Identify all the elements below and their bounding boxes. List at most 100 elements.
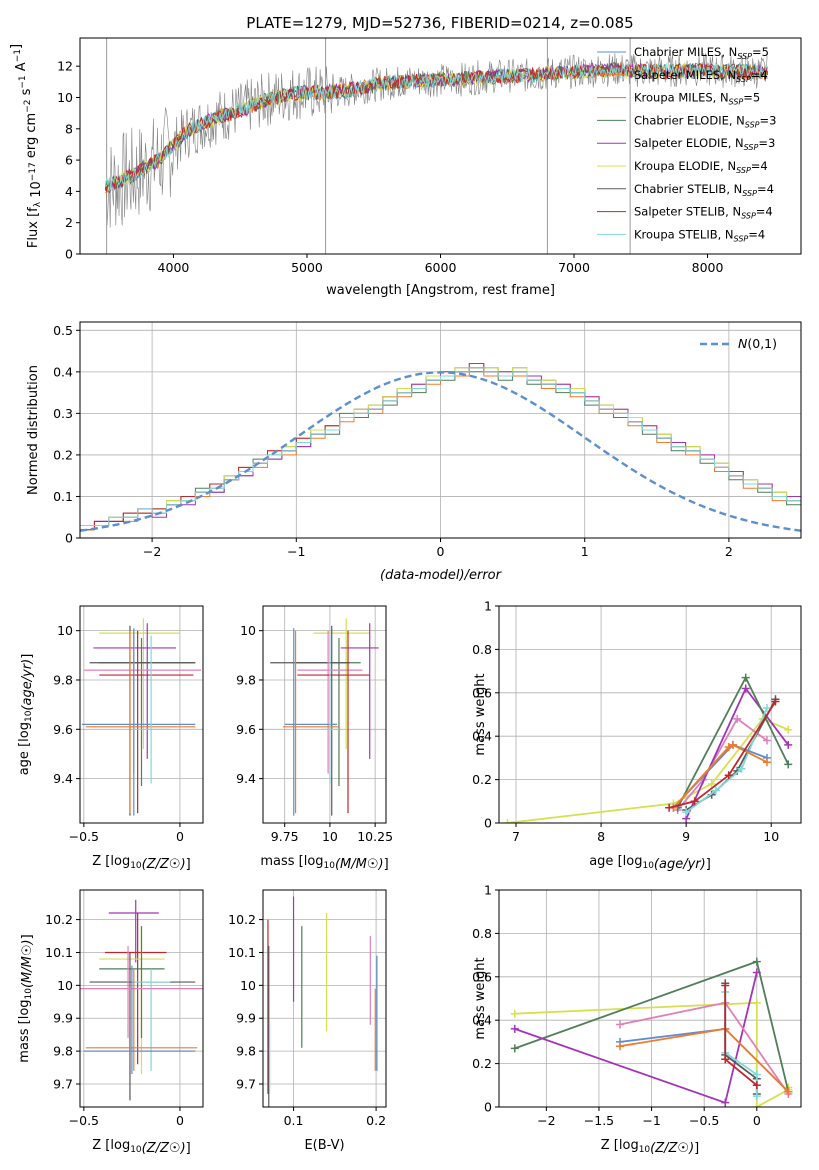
mass-weight-marker <box>733 714 742 723</box>
x-tick-label: 7 <box>512 829 520 844</box>
y-tick-label: 0 <box>484 1100 492 1115</box>
plot-area <box>510 957 793 1107</box>
histogram-step-line <box>80 367 801 526</box>
plot-area <box>503 673 793 823</box>
legend-label-part: Salpeter ELODIE, N <box>634 136 744 150</box>
legend-label: Salpeter MILES, NSSP=4 <box>634 68 768 84</box>
mass-weight-marker <box>721 1055 730 1064</box>
axis-label-part: (Z/Z☉) <box>142 857 186 872</box>
axis-label: Z [log10(Z/Z☉)] <box>601 1138 699 1156</box>
legend-label-part: Kroupa MILES, N <box>634 91 729 105</box>
mass-weight-marker <box>711 786 720 795</box>
y-tick-label: 9.6 <box>53 722 73 737</box>
y-tick-label: 0.6 <box>472 685 492 700</box>
x-tick-label: 0 <box>176 829 184 844</box>
axis-label-part: ] <box>694 1141 699 1156</box>
plot-area <box>80 899 203 1101</box>
axis-label-part: age [ <box>589 854 622 869</box>
axis-label-part: log <box>110 854 130 869</box>
legend-label-part: =3 <box>760 113 777 127</box>
y-tick-label: 0.2 <box>472 1056 492 1071</box>
x-tick-label: 10 <box>763 829 779 844</box>
mass-weight-marker <box>752 968 761 977</box>
mass-weight-marker <box>707 779 716 788</box>
mass-weight-marker <box>784 760 793 769</box>
mass-weight-marker <box>752 998 761 1007</box>
mass-weight-marker <box>737 764 746 773</box>
axis-label-part: 10 <box>24 710 34 722</box>
mass-weight-marker <box>724 771 733 780</box>
legend-label: Kroupa STELIB, NSSP=4 <box>634 227 765 243</box>
x-tick-label: −1.5 <box>584 1113 614 1128</box>
x-tick-label: 7000 <box>558 260 590 275</box>
legend-label-part: =4 <box>751 159 768 173</box>
x-tick-label: 6000 <box>425 260 457 275</box>
y-tick-label: 10.2 <box>45 912 73 927</box>
y-tick-label: 9.7 <box>53 1076 73 1091</box>
axis-label-part: 10 <box>130 1145 142 1155</box>
axis-label: wavelength [Angstrom, rest frame] <box>326 283 555 298</box>
x-tick-label: 10 <box>322 829 338 844</box>
y-tick-label: 10 <box>240 623 256 638</box>
legend-label-part: =5 <box>752 45 769 59</box>
axis-label: mass weight <box>473 673 488 755</box>
x-tick-label: 9.75 <box>271 829 299 844</box>
x-tick-label: −1 <box>642 1113 660 1128</box>
y-tick-label: 9.7 <box>236 1076 256 1091</box>
y-tick-label: 9.9 <box>53 1011 73 1026</box>
y-tick-label: 0 <box>65 247 73 262</box>
mass-vs-EBV-panel: 0.1 0.2 9.7 9.8 9.9 10 10.1 10.2 E(B-V) <box>228 889 387 1153</box>
x-tick-label: −0.5 <box>689 1113 719 1128</box>
legend-label-part: SSP <box>741 212 756 221</box>
axes-frame <box>498 889 802 1108</box>
axis-label: Z [log10(Z/Z☉)] <box>92 1138 190 1156</box>
axis-label-part: mass weight <box>473 673 488 755</box>
y-tick-label: 0.1 <box>53 489 73 504</box>
y-tick-label: 0.5 <box>53 323 73 338</box>
axis-label-part: 10 <box>130 861 142 871</box>
legend-label: Salpeter ELODIE, NSSP=3 <box>634 136 775 152</box>
x-tick-label: 0 <box>753 1113 761 1128</box>
y-tick-label: 0.6 <box>472 969 492 984</box>
axis-label-part: 10 <box>639 1145 651 1155</box>
legend-label: Chabrier ELODIE, NSSP=3 <box>634 113 776 129</box>
axis-label-part: ] <box>9 44 24 49</box>
legend-label-part: SSP <box>734 234 749 243</box>
axes-frame <box>498 605 802 824</box>
legend-label-part: Kroupa ELODIE, N <box>634 159 736 173</box>
y-tick-label: 0.3 <box>53 406 73 421</box>
axis-label: mass [log10(M/M☉)] <box>17 934 35 1062</box>
x-tick-label: 0 <box>176 1113 184 1128</box>
y-tick-label: 12 <box>57 59 73 74</box>
axis-label-part: −17 <box>28 162 38 181</box>
axis-label-part: (Z/Z☉) <box>650 1141 694 1156</box>
weight-vs-Z-panel: −2 −1.5 −1 −0.5 0 0 0.2 0.4 0.6 0.8 1 Z [log10(Z/Z☉… <box>472 883 802 1156</box>
mass-weight-marker <box>752 1103 761 1107</box>
plot-area <box>267 896 378 1107</box>
plot-area <box>81 618 202 816</box>
axis-label-part: log <box>304 854 324 869</box>
y-tick-label: 0.4 <box>472 729 492 744</box>
axis-label-part: (Z/Z☉) <box>142 1141 186 1156</box>
y-tick-label: 10.1 <box>228 945 256 960</box>
y-tick-label: 0.8 <box>472 926 492 941</box>
axis-label-part: −2 <box>23 100 33 113</box>
mass-weight-marker <box>762 703 771 712</box>
y-tick-label: 0 <box>484 816 492 831</box>
legend-label: N(0,1) <box>738 336 777 351</box>
plot-area <box>80 363 801 532</box>
legend-label-part: SSP <box>736 166 751 175</box>
y-tick-label: 0.2 <box>53 447 73 462</box>
y-tick-label: 9.8 <box>236 1044 256 1059</box>
mass-weight-marker <box>616 1042 625 1051</box>
x-tick-label: 8 <box>597 829 605 844</box>
y-tick-label: 1 <box>484 599 492 614</box>
axis-label-part: Z [ <box>92 1138 110 1153</box>
mass-weight-line <box>668 701 777 809</box>
y-tick-label: 0 <box>65 531 73 546</box>
axis-label-part: 10 <box>324 861 336 871</box>
x-tick-label: 2 <box>725 544 733 559</box>
mass-weight-marker <box>510 1044 519 1053</box>
y-tick-label: 4 <box>65 184 73 199</box>
